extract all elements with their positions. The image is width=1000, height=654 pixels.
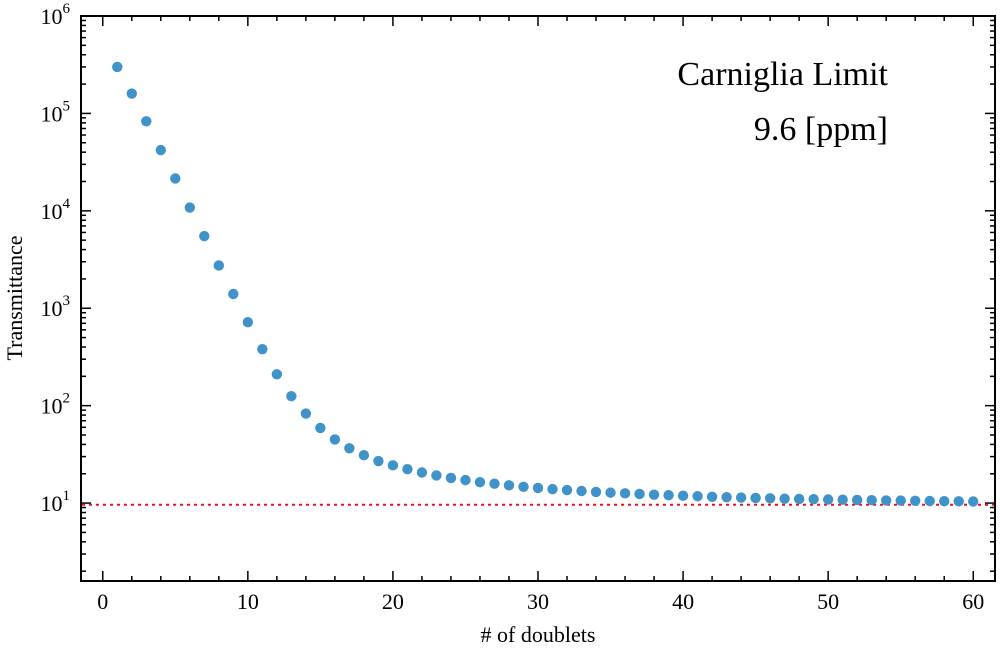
x-tick-label: 10 xyxy=(237,589,259,614)
data-point xyxy=(474,476,486,488)
data-point xyxy=(692,491,703,502)
data-point xyxy=(373,455,384,467)
data-point xyxy=(518,481,529,492)
data-point xyxy=(721,491,732,503)
data-point xyxy=(199,230,210,242)
data-point xyxy=(822,494,834,505)
data-point xyxy=(344,443,355,454)
data-point xyxy=(257,343,268,355)
data-point xyxy=(750,492,761,504)
data-point xyxy=(155,144,166,156)
data-point xyxy=(706,491,718,502)
data-point xyxy=(431,470,442,481)
data-point xyxy=(605,487,616,498)
data-point xyxy=(184,202,196,213)
data-point xyxy=(126,88,137,99)
data-points xyxy=(112,61,979,507)
data-point xyxy=(402,463,413,475)
x-tick-label: 30 xyxy=(527,589,549,614)
annotation-value: 9.6 [ppm] xyxy=(754,111,888,148)
data-point xyxy=(271,369,283,380)
data-point xyxy=(112,61,123,73)
data-point xyxy=(358,450,370,461)
data-point xyxy=(910,495,921,507)
data-point xyxy=(576,485,587,497)
y-axis-label: Transmittance xyxy=(2,235,27,360)
data-point xyxy=(953,496,964,507)
data-point xyxy=(242,316,254,328)
data-point xyxy=(634,488,645,500)
data-point xyxy=(329,434,341,445)
data-point xyxy=(445,472,457,484)
data-point xyxy=(880,495,892,506)
data-point xyxy=(663,489,674,501)
data-point xyxy=(416,467,428,478)
data-point xyxy=(315,422,326,434)
y-tick-label: 104 xyxy=(41,196,71,224)
data-point xyxy=(924,495,935,507)
x-axis-label: # of doublets xyxy=(481,622,596,647)
x-tick-label: 0 xyxy=(97,589,108,614)
data-point xyxy=(837,494,848,505)
data-point xyxy=(460,474,471,486)
data-point xyxy=(141,116,152,127)
y-tick-label: 106 xyxy=(41,1,71,29)
data-point xyxy=(779,493,790,504)
data-point xyxy=(677,490,689,501)
data-point xyxy=(968,496,979,507)
y-tick-label: 105 xyxy=(41,98,71,126)
annotation-title: Carniglia Limit xyxy=(677,56,888,93)
data-point xyxy=(213,260,225,271)
data-point xyxy=(590,486,602,498)
x-tick-label: 50 xyxy=(817,589,839,614)
y-tick-label: 102 xyxy=(41,391,71,419)
data-point xyxy=(619,488,631,499)
data-point xyxy=(286,391,297,402)
data-point xyxy=(895,495,906,506)
data-point xyxy=(547,483,558,495)
data-point xyxy=(939,495,950,507)
axis-ticks xyxy=(81,15,995,581)
data-point xyxy=(228,288,239,300)
data-point xyxy=(808,494,819,505)
tick-labels: 0 10 20 30 40 50 60 101 102 103 104 105 106 xyxy=(41,1,985,614)
data-point xyxy=(532,482,544,494)
y-tick-label: 103 xyxy=(41,293,71,321)
data-point xyxy=(648,489,660,500)
data-point xyxy=(866,495,877,506)
data-point xyxy=(503,480,515,491)
x-tick-label: 20 xyxy=(382,589,404,614)
data-point xyxy=(387,460,399,471)
x-tick-label: 40 xyxy=(672,589,694,614)
y-tick-label: 101 xyxy=(41,488,71,516)
data-point xyxy=(300,408,312,419)
data-point xyxy=(561,484,573,496)
x-tick-label: 60 xyxy=(962,589,984,614)
data-point xyxy=(764,493,776,504)
data-point xyxy=(851,494,863,506)
data-point xyxy=(170,173,181,184)
data-point xyxy=(489,478,500,489)
data-point xyxy=(793,493,805,505)
data-point xyxy=(735,492,747,503)
